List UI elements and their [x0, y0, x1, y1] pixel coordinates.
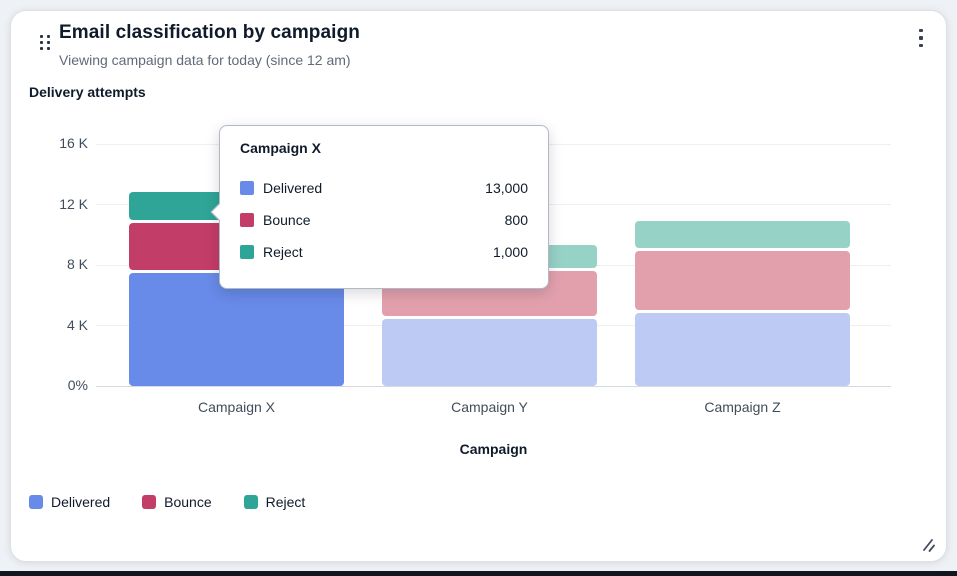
screen-bottom-edge: [0, 571, 957, 576]
tooltip-series-label: Reject: [263, 244, 303, 260]
legend-swatch-icon: [243, 495, 258, 509]
bar-segment[interactable]: [635, 221, 850, 249]
tooltip-row: Delivered 13,000: [240, 179, 528, 197]
y-axis-label: 16 K: [59, 135, 88, 151]
chart-tooltip: Campaign X Delivered 13,000 Bounce 800 Rejec…: [210, 125, 549, 289]
series-swatch-icon: [240, 181, 254, 195]
y-axis-label: 12 K: [59, 195, 88, 212]
legend-item[interactable]: Reject: [243, 494, 306, 510]
tooltip-series-label: Delivered: [263, 180, 323, 196]
chart-title: Delivery attempts: [29, 84, 146, 100]
tooltip-series-value: 13,000: [485, 180, 528, 196]
gridline: [96, 385, 891, 387]
drag-handle[interactable]: [33, 29, 57, 55]
x-axis-label: Campaign Y: [451, 399, 528, 415]
legend-item[interactable]: Delivered: [29, 494, 110, 510]
widget-card: Email classification by campaign Viewing…: [10, 10, 947, 562]
legend-label: Reject: [265, 494, 306, 510]
y-axis-label: 4 K: [66, 316, 88, 333]
tooltip-series-value: 1,000: [492, 244, 528, 260]
x-axis-label: Campaign Z: [704, 399, 781, 415]
widget-title: Email classification by campaign: [59, 22, 360, 43]
legend-label: Delivered: [51, 494, 111, 510]
legend-swatch-icon: [142, 495, 157, 509]
legend-label: Bounce: [164, 494, 212, 510]
x-axis-label: Campaign X: [197, 399, 276, 415]
tooltip-row: Bounce 800: [240, 211, 528, 229]
y-axis-label: 8 K: [66, 256, 88, 272]
bar-segment[interactable]: [635, 313, 850, 386]
tooltip-series-label: Bounce: [263, 212, 311, 228]
resize-handle-icon: [923, 539, 935, 552]
tooltip-row: Reject 1,000: [240, 243, 528, 261]
vertical-ellipsis-icon: [919, 28, 923, 48]
tooltip-title: Campaign X: [240, 140, 321, 156]
tooltip-series-value: 800: [504, 212, 528, 228]
widget-subtitle: Viewing campaign data for today (since 1…: [59, 52, 351, 68]
widget-menu-button[interactable]: [906, 23, 936, 53]
resize-handle[interactable]: [913, 531, 941, 559]
bar-segment[interactable]: [129, 272, 344, 386]
chart-legend: Delivered Bounce Reject: [29, 494, 305, 510]
legend-item[interactable]: Bounce: [142, 494, 212, 510]
y-axis-label: 0%: [67, 377, 88, 393]
x-axis-title: Campaign: [459, 441, 528, 457]
x-axis-labels: Campaign X Campaign Y Campaign Z: [96, 399, 891, 419]
series-swatch-icon: [240, 245, 254, 259]
bar-segment[interactable]: [382, 319, 597, 386]
series-swatch-icon: [240, 213, 254, 227]
bar-segment[interactable]: [635, 251, 850, 311]
drag-handle-icon: [40, 34, 50, 50]
legend-swatch-icon: [29, 495, 43, 509]
